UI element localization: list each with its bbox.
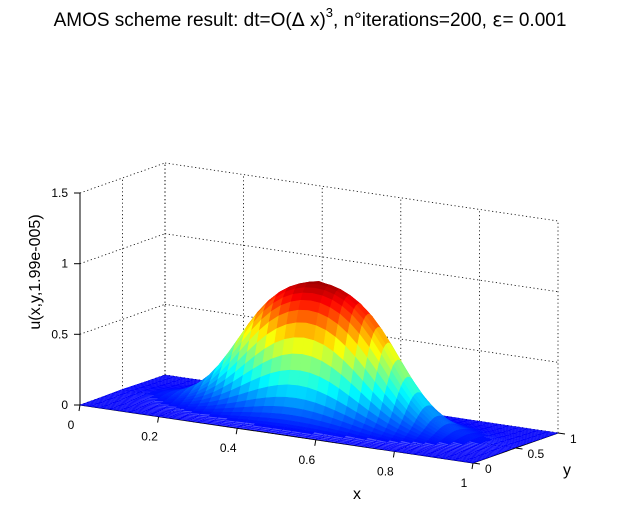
x-tick-label: 0	[68, 418, 75, 432]
z-axis-label: u(x,y,1.99e-005)	[27, 214, 44, 329]
y-tick-mark	[557, 432, 566, 435]
x-tick-label: 1	[461, 476, 468, 490]
y-tick-mark	[515, 447, 523, 450]
surface-patch	[463, 460, 477, 464]
x-axis-label: x	[353, 486, 361, 503]
grid-line-side-z	[79, 303, 166, 335]
y-tick-label: 1	[570, 432, 577, 446]
surface	[79, 281, 559, 464]
x-tick-mark	[78, 404, 81, 412]
x-tick-label: 0.6	[298, 453, 315, 467]
y-axis-label: y	[563, 462, 571, 479]
title-prefix: AMOS scheme result: dt=O(	[54, 10, 293, 31]
title-epsilon: ε	[492, 9, 502, 31]
x-tick-mark	[471, 462, 474, 470]
x-tick-label: 0.8	[377, 464, 394, 478]
title-suffix-a: , n°iterations=200,	[333, 10, 492, 31]
z-tick-label: 0	[61, 398, 68, 412]
grid-line-back-z	[164, 162, 559, 222]
x-tick-mark	[314, 439, 317, 446]
x-tick-mark	[392, 451, 395, 458]
x-tick-mark	[157, 416, 160, 423]
chart-title: AMOS scheme result: dt=O(Δ x)3, n°iterat…	[54, 5, 567, 31]
y-tick-label: 0.5	[528, 447, 545, 461]
x-tick-label: 0.2	[141, 430, 158, 444]
tick-labels: 0 0.2 0.4 0.6 0.8 1 0 0.5 1 0 0.5 1 1.5	[51, 186, 577, 490]
title-suffix-b: = 0.001	[502, 10, 566, 31]
title-exponent: 3	[326, 5, 333, 20]
y-tick-label: 0	[485, 462, 492, 476]
z-tick-label: 1.5	[51, 186, 68, 200]
grid-line-back-z	[164, 233, 559, 293]
z-tick-label: 0.5	[51, 327, 68, 341]
title-mid: x)	[305, 10, 326, 31]
x-tick-mark	[235, 428, 238, 435]
z-tick-label: 1	[61, 257, 68, 271]
x-tick-label: 0.4	[220, 441, 237, 455]
title-delta: Δ	[292, 9, 305, 31]
y-tick-mark	[472, 462, 481, 465]
